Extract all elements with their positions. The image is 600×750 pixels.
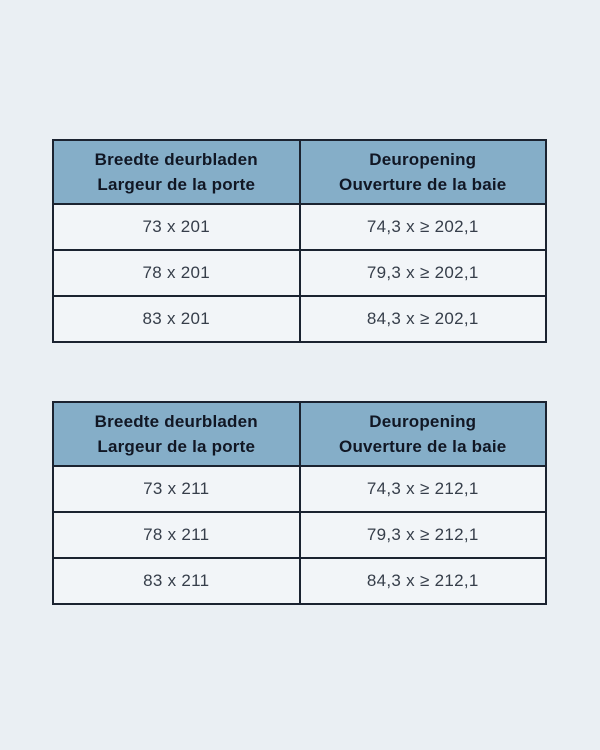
cell-opening-size: 84,3 x ≥ 212,1 [298,557,547,605]
header-label-nl: Breedte deurbladen [94,412,258,431]
cell-door-size: 73 x 201 [52,203,301,251]
cell-opening-size: 79,3 x ≥ 212,1 [298,511,547,559]
header-door-opening: Deuropening Ouverture de la baie [298,401,547,467]
door-dimensions-table-211: Breedte deurbladen Largeur de la porte D… [52,401,547,605]
header-label-fr: Ouverture de la baie [339,437,507,456]
table-row: 78 x 201 79,3 x ≥ 202,1 [52,249,547,297]
header-door-blade-width: Breedte deurbladen Largeur de la porte [52,139,301,205]
table-header-row: Breedte deurbladen Largeur de la porte D… [52,139,547,205]
cell-opening-size: 79,3 x ≥ 202,1 [298,249,547,297]
table-row: 73 x 211 74,3 x ≥ 212,1 [52,465,547,513]
cell-opening-size: 74,3 x ≥ 202,1 [298,203,547,251]
header-label-nl: Deuropening [369,150,477,169]
table-header-row: Breedte deurbladen Largeur de la porte D… [52,401,547,467]
cell-door-size: 83 x 211 [52,557,301,605]
table-row: 78 x 211 79,3 x ≥ 212,1 [52,511,547,559]
cell-door-size: 78 x 211 [52,511,301,559]
header-label-fr: Largeur de la porte [97,437,256,456]
header-label-fr: Largeur de la porte [97,175,256,194]
table-row: 83 x 211 84,3 x ≥ 212,1 [52,557,547,605]
cell-opening-size: 74,3 x ≥ 212,1 [298,465,547,513]
cell-opening-size: 84,3 x ≥ 202,1 [298,295,547,343]
header-label-nl: Deuropening [369,412,477,431]
door-dimensions-table-201: Breedte deurbladen Largeur de la porte D… [52,139,547,343]
header-door-blade-width: Breedte deurbladen Largeur de la porte [52,401,301,467]
table-row: 83 x 201 84,3 x ≥ 202,1 [52,295,547,343]
header-label-fr: Ouverture de la baie [339,175,507,194]
header-door-opening: Deuropening Ouverture de la baie [298,139,547,205]
cell-door-size: 78 x 201 [52,249,301,297]
table-row: 73 x 201 74,3 x ≥ 202,1 [52,203,547,251]
header-label-nl: Breedte deurbladen [94,150,258,169]
cell-door-size: 83 x 201 [52,295,301,343]
cell-door-size: 73 x 211 [52,465,301,513]
